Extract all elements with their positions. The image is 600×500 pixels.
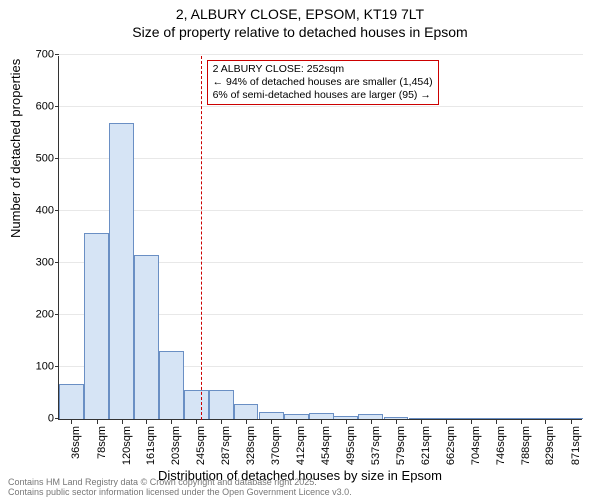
chart-title: 2, ALBURY CLOSE, EPSOM, KT19 7LT — [0, 0, 600, 22]
footer-line-2: Contains public sector information licen… — [8, 488, 352, 498]
gridline — [59, 158, 583, 159]
ytick-mark — [55, 366, 59, 367]
histogram-bar — [508, 418, 533, 419]
xtick-mark — [371, 420, 372, 424]
xtick-mark — [122, 420, 123, 424]
gridline — [59, 210, 583, 211]
xtick-mark — [421, 420, 422, 424]
histogram-bar — [409, 418, 434, 419]
xtick-mark — [446, 420, 447, 424]
ytick-mark — [55, 54, 59, 55]
xtick-mark — [521, 420, 522, 424]
xtick-mark — [246, 420, 247, 424]
ytick-label: 200 — [14, 310, 54, 321]
histogram-bar — [84, 233, 109, 419]
histogram-bar — [159, 351, 184, 419]
histogram-bar — [358, 414, 383, 419]
xtick-mark — [97, 420, 98, 424]
annotation-line: ← 94% of detached houses are smaller (1,… — [213, 76, 433, 89]
ytick-mark — [55, 158, 59, 159]
reference-line — [201, 56, 202, 420]
histogram-bar — [134, 255, 159, 419]
xtick-mark — [396, 420, 397, 424]
xtick-mark — [571, 420, 572, 424]
xtick-mark — [346, 420, 347, 424]
xtick-mark — [221, 420, 222, 424]
y-axis-label: Number of detached properties — [8, 59, 23, 238]
histogram-bar — [558, 418, 583, 419]
xtick-mark — [196, 420, 197, 424]
ytick-label: 0 — [14, 414, 54, 425]
ytick-mark — [55, 314, 59, 315]
histogram-bar — [333, 416, 358, 419]
histogram-bar — [309, 413, 334, 419]
xtick-mark — [296, 420, 297, 424]
annotation-line: 2 ALBURY CLOSE: 252sqm — [213, 63, 433, 76]
ytick-label: 300 — [14, 258, 54, 269]
xtick-mark — [171, 420, 172, 424]
ytick-mark — [55, 262, 59, 263]
chart-area: 010020030040050060070036sqm78sqm120sqm16… — [58, 56, 582, 420]
ytick-mark — [55, 210, 59, 211]
histogram-bar — [483, 418, 508, 419]
histogram-bar — [458, 418, 483, 419]
ytick-label: 100 — [14, 362, 54, 373]
xtick-mark — [471, 420, 472, 424]
xtick-mark — [71, 420, 72, 424]
histogram-bar — [384, 417, 409, 419]
histogram-bar — [184, 390, 209, 419]
histogram-bar — [109, 123, 134, 419]
ytick-mark — [55, 106, 59, 107]
xtick-mark — [321, 420, 322, 424]
histogram-bar — [533, 418, 558, 419]
footer-attribution: Contains HM Land Registry data © Crown c… — [8, 478, 352, 498]
plot-region: 010020030040050060070036sqm78sqm120sqm16… — [58, 56, 582, 420]
gridline — [59, 54, 583, 55]
histogram-bar — [433, 418, 458, 419]
histogram-bar — [259, 412, 284, 419]
xtick-mark — [545, 420, 546, 424]
histogram-bar — [209, 390, 234, 419]
xtick-mark — [271, 420, 272, 424]
annotation-line: 6% of semi-detached houses are larger (9… — [213, 89, 433, 102]
histogram-bar — [284, 414, 309, 419]
chart-subtitle: Size of property relative to detached ho… — [0, 22, 600, 40]
gridline — [59, 106, 583, 107]
xtick-mark — [496, 420, 497, 424]
xtick-mark — [146, 420, 147, 424]
histogram-bar — [59, 384, 84, 419]
annotation-box: 2 ALBURY CLOSE: 252sqm← 94% of detached … — [207, 60, 439, 105]
histogram-bar — [234, 404, 259, 419]
